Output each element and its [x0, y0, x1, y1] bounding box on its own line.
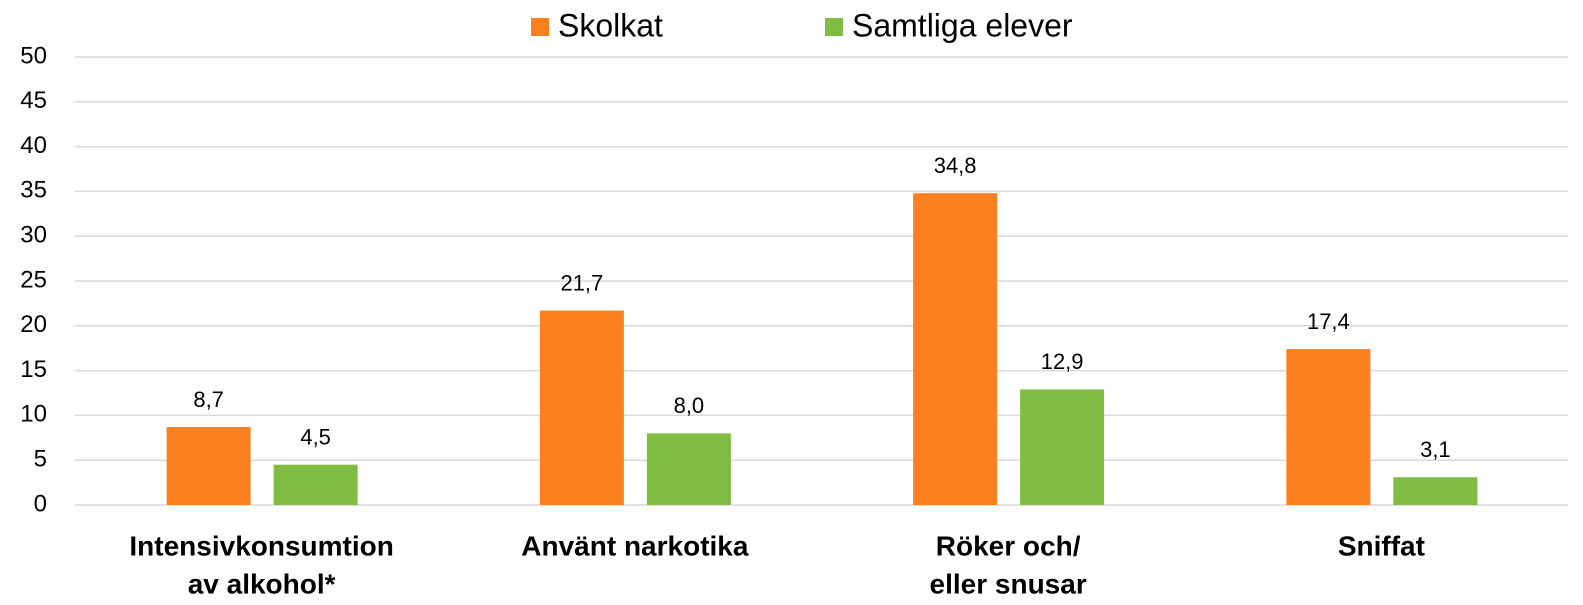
x-tick-label: Sniffat	[1338, 530, 1425, 561]
x-tick-label: eller snusar	[930, 568, 1087, 599]
bar	[646, 433, 731, 505]
x-tick-label: av alkohol*	[188, 568, 336, 599]
y-tick-label: 0	[34, 490, 47, 517]
legend-swatch	[531, 18, 549, 36]
bar	[1393, 477, 1478, 505]
y-tick-label: 50	[20, 42, 47, 69]
data-label: 8,7	[193, 387, 224, 412]
bar	[1286, 349, 1371, 505]
x-tick-label: Använt narkotika	[521, 530, 749, 561]
data-label: 8,0	[674, 393, 705, 418]
y-tick-label: 45	[20, 87, 47, 114]
legend-label: Skolkat	[558, 7, 663, 43]
y-tick-label: 5	[34, 446, 47, 473]
y-tick-label: 30	[20, 222, 47, 249]
y-tick-label: 20	[20, 311, 47, 338]
x-tick-label: Intensivkonsumtion	[129, 530, 393, 561]
data-label: 34,8	[934, 153, 977, 178]
y-tick-label: 35	[20, 177, 47, 204]
data-label: 4,5	[300, 424, 331, 449]
y-tick-label: 15	[20, 356, 47, 383]
bar	[273, 464, 358, 505]
data-label: 12,9	[1041, 349, 1084, 374]
bar	[166, 427, 251, 505]
legend-label: Samtliga elever	[852, 7, 1073, 43]
y-tick-label: 40	[20, 132, 47, 159]
legend-swatch	[825, 18, 843, 36]
data-label: 21,7	[560, 270, 603, 295]
bar	[539, 310, 624, 505]
x-tick-label: Röker och/	[936, 530, 1081, 561]
bar	[1020, 389, 1105, 505]
bar	[913, 193, 998, 505]
data-label: 3,1	[1420, 437, 1451, 462]
y-tick-label: 25	[20, 266, 47, 293]
data-label: 17,4	[1307, 309, 1350, 334]
y-tick-label: 10	[20, 401, 47, 428]
